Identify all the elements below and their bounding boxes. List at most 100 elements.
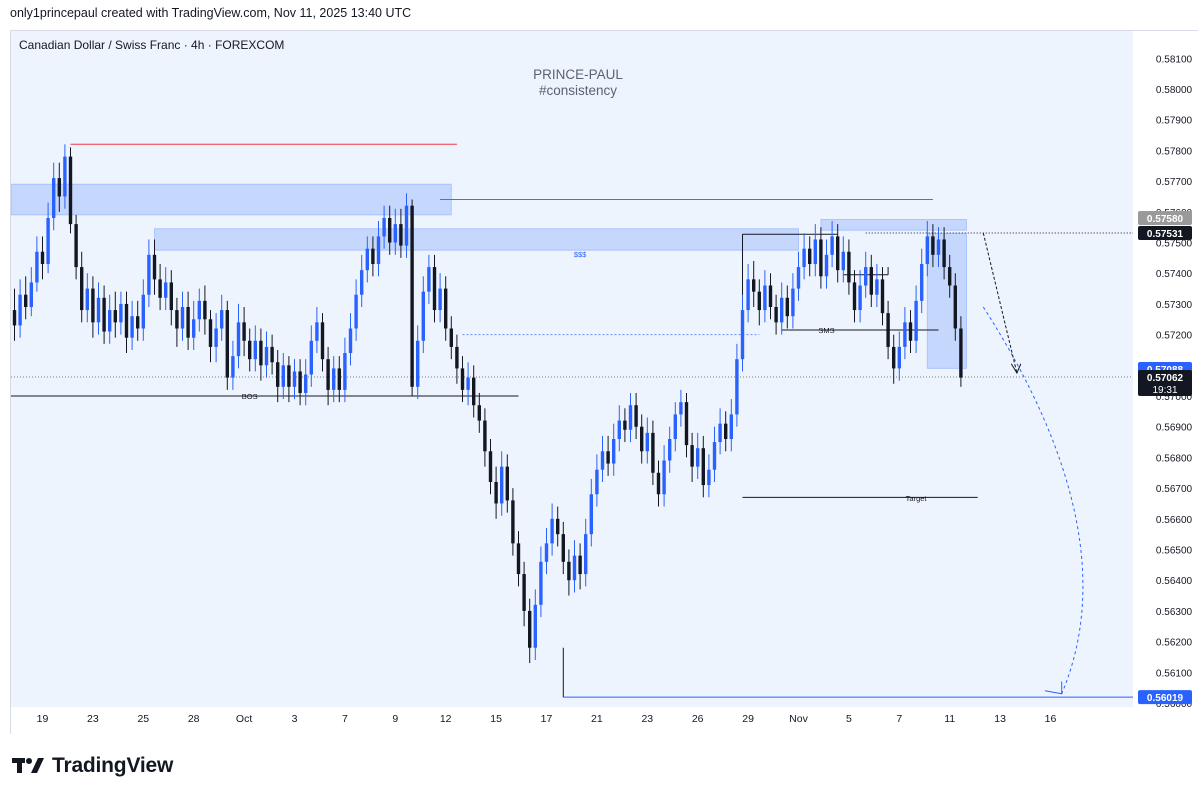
candle bbox=[679, 402, 683, 415]
candle bbox=[808, 248, 812, 265]
y-tick-label: 0.57800 bbox=[1156, 146, 1193, 157]
candle bbox=[634, 405, 638, 427]
candle bbox=[959, 328, 963, 378]
candle bbox=[253, 340, 257, 360]
supply-zone bbox=[11, 183, 452, 216]
x-tick-label: 9 bbox=[392, 713, 398, 725]
candle bbox=[192, 319, 196, 338]
candle bbox=[858, 285, 862, 311]
annotation-label: SMS bbox=[818, 326, 834, 335]
candle bbox=[589, 494, 593, 535]
candle bbox=[85, 288, 89, 311]
candle bbox=[914, 300, 918, 341]
candle bbox=[488, 451, 493, 482]
candle bbox=[640, 426, 644, 452]
candle bbox=[690, 445, 694, 467]
candle bbox=[225, 310, 229, 378]
y-tick-label: 0.56700 bbox=[1156, 484, 1193, 495]
candle bbox=[68, 156, 73, 225]
candle bbox=[320, 322, 325, 360]
candle bbox=[399, 224, 403, 246]
candle bbox=[472, 377, 476, 406]
y-tick-label: 0.56900 bbox=[1156, 423, 1193, 434]
candle bbox=[673, 414, 677, 439]
candle bbox=[595, 469, 599, 495]
candle bbox=[483, 420, 487, 452]
x-tick-label: 21 bbox=[591, 713, 603, 725]
candle bbox=[376, 236, 381, 265]
y-tick-label: 0.56600 bbox=[1156, 515, 1193, 526]
projection-arrow bbox=[982, 232, 1018, 374]
candle bbox=[276, 362, 280, 387]
candle bbox=[707, 469, 711, 486]
candle bbox=[270, 346, 274, 363]
x-tick-label: 3 bbox=[292, 713, 298, 725]
candle bbox=[864, 267, 868, 286]
x-tick-label: 5 bbox=[846, 713, 852, 725]
candle bbox=[511, 500, 515, 544]
candle bbox=[813, 239, 817, 265]
candle bbox=[539, 561, 543, 605]
candle bbox=[63, 156, 67, 197]
candle bbox=[80, 267, 84, 311]
chart-title: Canadian Dollar / Swiss Franc · 4h · FOR… bbox=[19, 38, 284, 52]
candle bbox=[264, 346, 269, 366]
x-tick-label: 12 bbox=[440, 713, 452, 725]
candle bbox=[141, 294, 145, 329]
candle bbox=[600, 451, 605, 470]
candle bbox=[130, 316, 134, 338]
candle bbox=[701, 448, 705, 486]
candle bbox=[645, 432, 649, 452]
candle bbox=[354, 294, 358, 329]
candlestick-chart[interactable]: BOS $$$ SMS Target Canadian Dollar / Swiss F… bbox=[11, 31, 1199, 735]
candle bbox=[841, 251, 845, 271]
watermark-text: PRINCE-PAUL bbox=[533, 67, 623, 82]
candle bbox=[696, 448, 700, 467]
candle bbox=[774, 307, 778, 323]
candle bbox=[505, 466, 509, 501]
chart-frame[interactable]: BOS $$$ SMS Target Canadian Dollar / Swiss F… bbox=[10, 30, 1199, 735]
y-tick-label: 0.56500 bbox=[1156, 546, 1193, 557]
candle bbox=[404, 205, 409, 246]
x-tick-label: 25 bbox=[137, 713, 149, 725]
price-tag-countdown: 19:31 bbox=[1152, 385, 1177, 396]
candle bbox=[158, 279, 162, 298]
candle bbox=[746, 279, 750, 311]
candle bbox=[281, 365, 285, 387]
y-tick-label: 0.57300 bbox=[1156, 300, 1193, 311]
candle bbox=[830, 236, 834, 255]
candle bbox=[662, 460, 666, 495]
candle bbox=[785, 297, 789, 317]
candle bbox=[52, 178, 56, 218]
candle bbox=[578, 555, 582, 575]
candle bbox=[169, 282, 173, 311]
candle bbox=[113, 310, 117, 323]
candle bbox=[208, 319, 213, 347]
candle bbox=[528, 610, 532, 648]
annotation-label: $$$ bbox=[574, 250, 587, 259]
candle bbox=[388, 217, 392, 243]
annotation-label: BOS bbox=[242, 392, 258, 401]
y-tick-label: 0.56100 bbox=[1156, 668, 1193, 679]
price-tag-label: 0.57580 bbox=[1147, 214, 1184, 225]
x-tick-label: 17 bbox=[541, 713, 553, 725]
candle bbox=[35, 251, 39, 283]
candle bbox=[421, 291, 425, 341]
candle bbox=[455, 346, 459, 369]
candle bbox=[651, 432, 655, 473]
candle bbox=[40, 251, 45, 265]
candle bbox=[796, 267, 801, 289]
candle bbox=[724, 423, 728, 439]
candle bbox=[477, 405, 481, 421]
candle bbox=[948, 267, 952, 286]
candle bbox=[449, 328, 453, 347]
candle bbox=[735, 359, 739, 415]
x-tick-label: 26 bbox=[692, 713, 704, 725]
candle bbox=[780, 297, 784, 323]
price-tag-label: 0.57531 bbox=[1147, 229, 1184, 240]
candle bbox=[612, 439, 616, 464]
candle bbox=[248, 340, 252, 360]
candle bbox=[791, 288, 795, 317]
x-tick-label: 7 bbox=[896, 713, 902, 725]
candle bbox=[757, 291, 761, 311]
